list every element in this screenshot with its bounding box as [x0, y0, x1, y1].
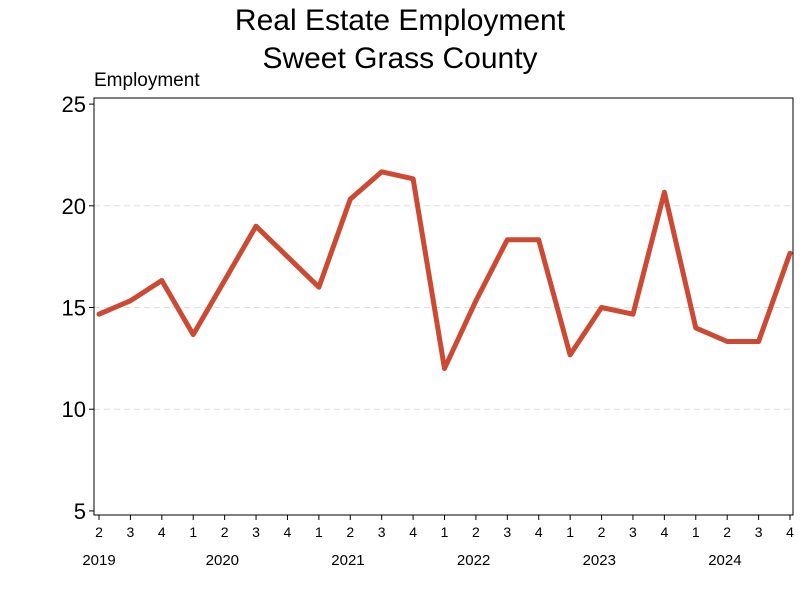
data-point [599, 305, 604, 310]
x-tick-label: 1 [441, 524, 449, 540]
year-label: 2020 [206, 552, 239, 569]
data-point [536, 237, 541, 242]
year-label: 2022 [457, 552, 490, 569]
data-point [662, 190, 667, 195]
x-tick-label: 1 [692, 524, 700, 540]
data-point [379, 169, 384, 174]
y-tick-label: 10 [62, 397, 86, 422]
x-tick-label: 2 [472, 524, 480, 540]
x-tick-label: 1 [566, 524, 574, 540]
y-tick-label: 20 [62, 194, 86, 219]
x-tick-label: 3 [252, 524, 260, 540]
x-tick-label: 2 [723, 524, 731, 540]
y-tick-label: 25 [62, 92, 86, 117]
x-tick-label: 4 [786, 524, 794, 540]
x-tick-label: 4 [660, 524, 668, 540]
x-tick-label: 2 [221, 524, 229, 540]
data-point [97, 312, 101, 317]
data-point [473, 298, 478, 303]
data-point [159, 278, 164, 283]
y-axis-label: Employment [94, 70, 200, 91]
x-tick-label: 1 [315, 524, 323, 540]
x-tick-label: 3 [127, 524, 135, 540]
data-point [222, 278, 227, 283]
x-tick-label: 4 [158, 524, 166, 540]
x-tick-label: 2 [346, 524, 354, 540]
data-point [756, 339, 761, 344]
y-tick-label: 15 [62, 296, 86, 321]
x-tick-label: 3 [503, 524, 511, 540]
year-label: 2024 [708, 552, 741, 569]
x-tick-label: 3 [378, 524, 386, 540]
x-tick-label: 3 [755, 524, 763, 540]
x-axis: 2 3 4 1 2 3 4 1 2 3 4 1 2 3 4 1 2 3 4 1 2 3 4 2019 2020 2021 2022 2… [82, 515, 794, 569]
data-point [411, 176, 416, 181]
year-label: 2021 [331, 552, 364, 569]
x-tick-label: 3 [629, 524, 637, 540]
data-point [788, 251, 792, 256]
series-layer [96, 169, 793, 371]
x-tick-label: 2 [95, 524, 103, 540]
x-tick-label: 2 [598, 524, 606, 540]
plot-frame [93, 97, 794, 516]
y-axis: 5 10 15 20 25 [62, 92, 94, 524]
data-point [316, 285, 321, 290]
x-tick-label: 4 [535, 524, 543, 540]
year-label: 2019 [82, 552, 115, 569]
data-point [568, 352, 573, 357]
x-tick-label: 4 [284, 524, 292, 540]
year-label: 2023 [583, 552, 616, 569]
x-tick-label: 1 [189, 524, 197, 540]
data-point [505, 237, 510, 242]
data-point [693, 325, 698, 330]
data-point [285, 254, 290, 259]
data-point [630, 312, 635, 317]
y-tick-label: 5 [74, 499, 86, 524]
data-point [725, 339, 730, 344]
data-point [254, 224, 259, 229]
data-point [348, 197, 353, 202]
x-tick-label: 4 [409, 524, 417, 540]
data-point [128, 298, 133, 303]
chart-title-line-1: Real Estate Employment [235, 4, 566, 37]
data-point [442, 366, 447, 371]
gridlines [94, 205, 793, 410]
chart-title-line-2: Sweet Grass County [262, 42, 537, 75]
data-point [191, 332, 196, 337]
series-line [96, 169, 793, 371]
